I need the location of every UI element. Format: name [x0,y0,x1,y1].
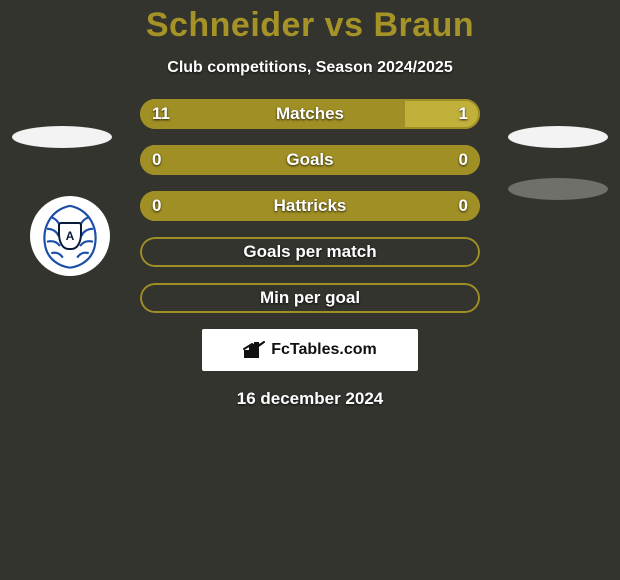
attribution-text: FcTables.com [271,341,377,359]
stat-bar-left [140,99,405,129]
stat-row: Min per goal [0,283,620,313]
stat-bar-border [140,237,480,267]
stat-bar-track: Goals per match [140,237,480,267]
player1-name: Schneider [146,6,315,44]
stat-bar-track: Matches [140,99,480,129]
stat-row: Hattricks00 [0,191,620,221]
chart-icon [243,341,265,359]
stat-row: Matches111 [0,99,620,129]
stat-bar-track: Min per goal [140,283,480,313]
stat-bar-right [405,99,480,129]
stat-rows: Matches111 Goals00 Hattricks00 Goals per ma… [0,99,620,313]
player2-name: Braun [373,6,474,44]
attribution-badge: FcTables.com [202,329,418,371]
stat-row: Goals00 [0,145,620,175]
stat-row: Goals per match [0,237,620,267]
stat-bar-border [140,283,480,313]
page-title: Schneider vs Braun [0,6,620,45]
stat-bar-left [140,145,480,175]
vs-text: vs [325,6,364,44]
stat-label: Goals per match [140,237,480,267]
stat-bar-track: Goals [140,145,480,175]
stat-bar-left [140,191,480,221]
date-text: 16 december 2024 [0,389,620,409]
content: Schneider vs Braun Club competitions, Se… [0,0,620,409]
stat-label: Min per goal [140,283,480,313]
stat-bar-track: Hattricks [140,191,480,221]
subtitle: Club competitions, Season 2024/2025 [0,59,620,77]
